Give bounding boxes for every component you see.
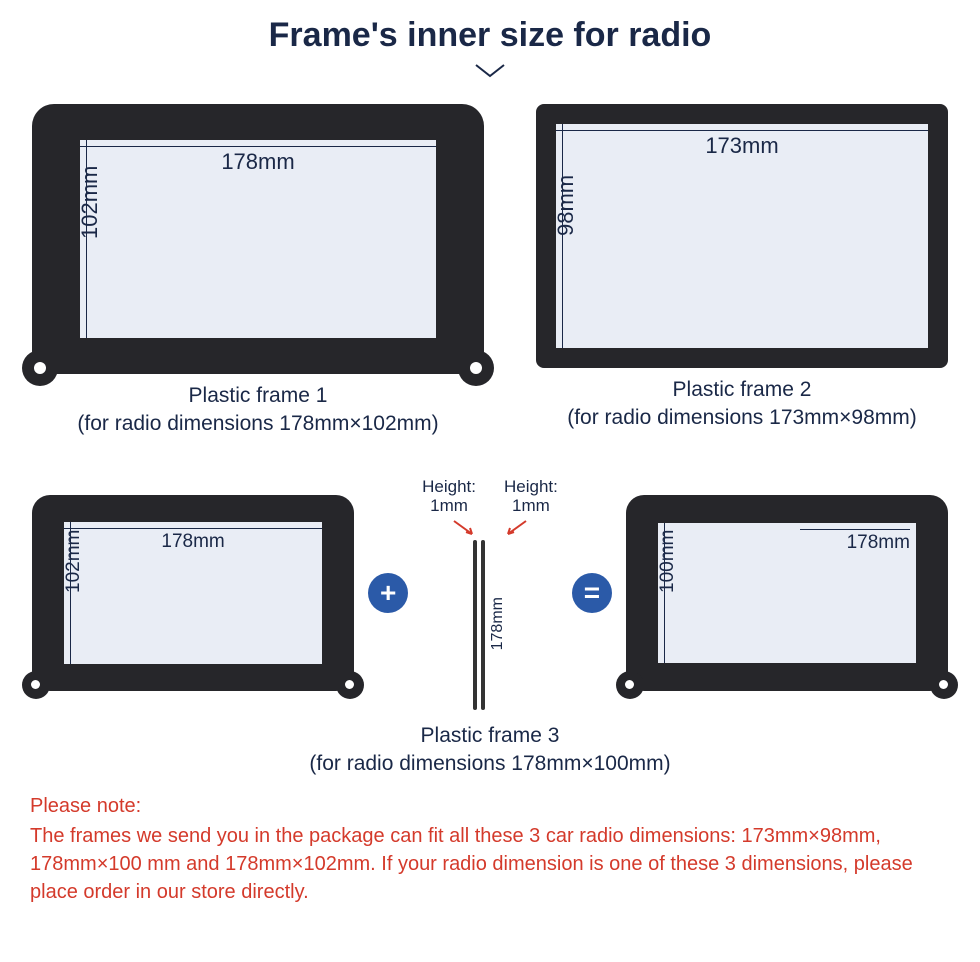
frame-3-caption-l2: (for radio dimensions 178mm×100mm) (0, 750, 980, 778)
equals-icon: = (572, 573, 612, 613)
mount-tab-icon (930, 671, 958, 699)
plus-operator: + (368, 573, 408, 613)
plus-icon: + (368, 573, 408, 613)
frame-2-height-label: 98mm (553, 175, 579, 236)
spacer-block: Height: 1mm Height: 1mm 178mm (422, 477, 558, 710)
frame-3r-height-label: 100mm (657, 530, 679, 593)
spacer-labels: Height: 1mm Height: 1mm (422, 477, 558, 516)
frame-3l-width-label: 178mm (64, 531, 322, 553)
spacer-arrows (450, 518, 530, 538)
frame-2-caption: Plastic frame 2 (for radio dimensions 17… (567, 376, 917, 433)
chevron-down-icon (0, 61, 980, 86)
frame-2-block: 173mm 98mm Plastic frame 2 (for radio di… (536, 104, 948, 439)
frame-3r-width-label: 178mm (800, 532, 910, 554)
row-2: 178mm 102mm + Height: 1mm Height: 1mm (0, 439, 980, 710)
frame-3l-width-dim: 178mm (64, 528, 322, 553)
frame-3-left-outer: 178mm 102mm (32, 495, 354, 691)
frame-1-caption-l2: (for radio dimensions 178mm×102mm) (77, 410, 438, 438)
frame-3l-height-dim: 102mm (70, 522, 71, 664)
frame-1-caption-l1: Plastic frame 1 (77, 382, 438, 410)
frame-3r-width-dim: 178mm (800, 529, 910, 554)
frame-3l-height-label: 102mm (63, 530, 85, 593)
spacer-left-l2: 1mm (422, 496, 476, 516)
spacer-left-l1: Height: (422, 477, 476, 497)
spacer-bars-row: 178mm (473, 538, 507, 710)
frame-1-caption: Plastic frame 1 (for radio dimensions 17… (77, 382, 438, 439)
frame-3r-height-dim: 100mm (664, 523, 665, 663)
frame-3-caption: Plastic frame 3 (for radio dimensions 17… (0, 722, 980, 779)
row-1: 178mm 102mm Plastic frame 1 (for radio d… (0, 86, 980, 439)
spacer-bar-icon (473, 540, 477, 710)
spacer-bars (473, 540, 485, 710)
frame-1-inner: 178mm 102mm (80, 140, 436, 338)
frame-3-right-outer: 178mm 100mm (626, 495, 948, 691)
mount-tab-icon (458, 350, 494, 386)
spacer-right-l1: Height: (504, 477, 558, 497)
frame-1-height-label: 102mm (77, 166, 103, 239)
frame-2-height-dim: 98mm (562, 124, 563, 348)
spacer-bar-icon (481, 540, 485, 710)
frame-2-inner: 173mm 98mm (556, 124, 928, 348)
frame-3-left-inner: 178mm 102mm (64, 522, 322, 664)
arrow-down-right-icon (450, 518, 478, 538)
equals-operator: = (572, 573, 612, 613)
spacer-length-label: 178mm (489, 597, 507, 650)
frame-1-block: 178mm 102mm Plastic frame 1 (for radio d… (32, 104, 484, 439)
frame-2-caption-l2: (for radio dimensions 173mm×98mm) (567, 404, 917, 432)
frame-2-width-dim: 173mm (556, 130, 928, 159)
frame-1-width-dim: 178mm (80, 146, 436, 175)
frame-2-width-label: 173mm (556, 133, 928, 159)
mount-tab-icon (22, 350, 58, 386)
frame-3-caption-l1: Plastic frame 3 (0, 722, 980, 750)
frame-1-width-label: 178mm (80, 149, 436, 175)
mount-tab-icon (616, 671, 644, 699)
frame-1-height-dim: 102mm (86, 140, 87, 338)
frame-2-caption-l1: Plastic frame 2 (567, 376, 917, 404)
frame-3-right-inner: 178mm 100mm (658, 523, 916, 663)
note-body: The frames we send you in the package ca… (30, 822, 950, 906)
spacer-left-label: Height: 1mm (422, 477, 476, 516)
note-heading: Please note: (30, 792, 950, 820)
note-block: Please note: The frames we send you in t… (0, 778, 980, 906)
spacer-right-label: Height: 1mm (504, 477, 558, 516)
page-title: Frame's inner size for radio (0, 0, 980, 55)
spacer-right-l2: 1mm (504, 496, 558, 516)
mount-tab-icon (336, 671, 364, 699)
arrow-down-left-icon (502, 518, 530, 538)
mount-tab-icon (22, 671, 50, 699)
frame-2-outer: 173mm 98mm (536, 104, 948, 368)
frame-1-outer: 178mm 102mm (32, 104, 484, 374)
